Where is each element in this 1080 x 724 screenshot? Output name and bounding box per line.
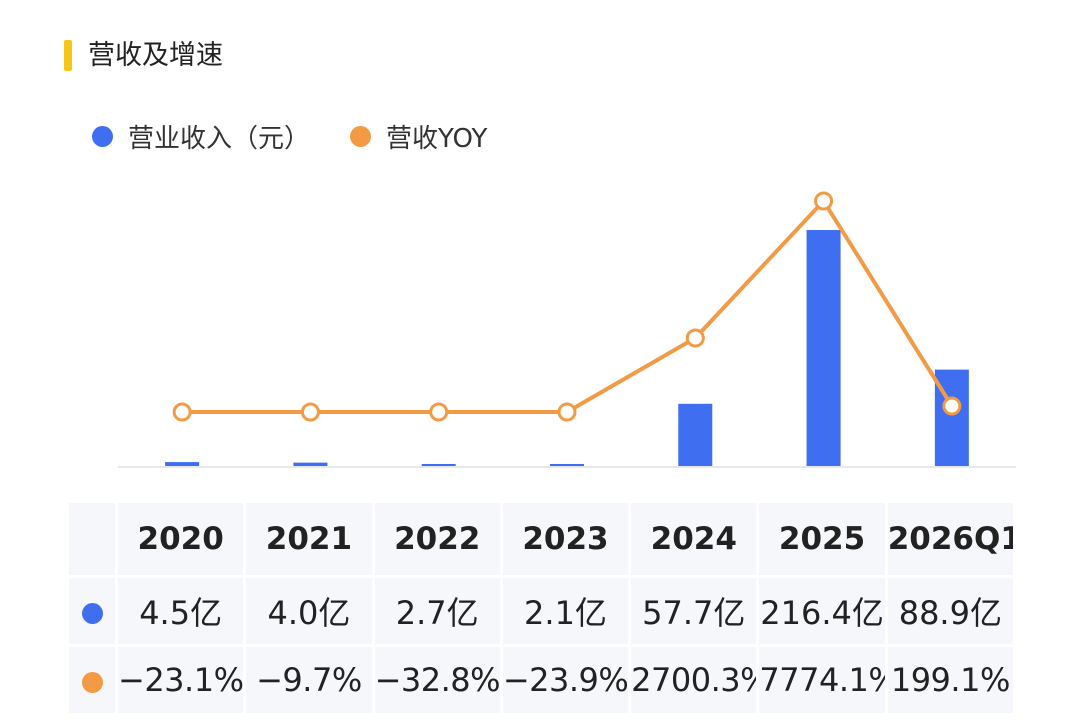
table-cell-revenue: 88.9亿 — [884, 575, 1017, 647]
line-series-yoy — [172, 191, 962, 422]
table-cell-yoy: −32.8% — [371, 644, 503, 716]
table-cell-revenue: 2.7亿 — [371, 575, 503, 647]
table-cell-revenue: 4.5亿 — [114, 575, 247, 647]
legend-item-yoy[interactable]: 营收YOY — [350, 116, 487, 156]
table-cell-yoy: 7774.1% — [756, 644, 888, 716]
bar-series-revenue — [165, 230, 969, 467]
table-row-marker-cell — [66, 575, 118, 647]
table-header-cell: 2023 — [499, 500, 632, 578]
revenue-bar — [806, 230, 841, 467]
legend-label-yoy: 营收YOY — [386, 123, 488, 154]
table-cell-yoy: 199.1% — [884, 644, 1017, 716]
table-cell-revenue: 216.4亿 — [756, 575, 888, 647]
yoy-marker-icon — [81, 671, 103, 693]
yoy-point — [172, 402, 192, 422]
yoy-point — [942, 396, 962, 416]
chart-plot — [118, 191, 1016, 468]
table-header-cell: 2021 — [243, 500, 375, 578]
revenue-bar — [421, 464, 456, 467]
legend-label-revenue: 营业收入（元） — [128, 123, 311, 154]
revenue-bar — [165, 462, 200, 467]
yoy-point — [685, 328, 705, 348]
yoy-point — [300, 402, 320, 422]
table-header-cell: 2020 — [114, 500, 247, 578]
yoy-point — [557, 402, 577, 422]
table-corner-cell — [66, 500, 118, 578]
table-row-yoy: −23.1% −9.7% −32.8% −23.9% 2700.3% 7774.… — [66, 644, 1017, 716]
revenue-bar — [678, 403, 713, 467]
legend-item-revenue[interactable]: 营业收入（元） — [92, 116, 310, 156]
yoy-point — [814, 191, 834, 211]
page-title: 营收及增速 — [88, 40, 223, 71]
legend-marker-yoy — [350, 125, 371, 147]
table-header-cell: 2026Q1 — [884, 500, 1017, 578]
table-header-cell: 2025 — [756, 500, 888, 578]
yoy-point — [429, 402, 449, 422]
table-cell-revenue: 4.0亿 — [243, 575, 375, 647]
title-accent-bar — [64, 40, 72, 71]
table-cell-yoy: −23.1% — [114, 644, 247, 716]
table-cell-revenue: 57.7亿 — [628, 575, 760, 647]
table-row-marker-cell — [66, 644, 118, 716]
table-cell-yoy: −23.9% — [499, 644, 632, 716]
legend-marker-revenue — [92, 125, 113, 147]
table-row-revenue: 4.5亿 4.0亿 2.7亿 2.1亿 57.7亿 216.4亿 88.9亿 — [66, 575, 1017, 647]
data-table: 2020 2021 2022 2023 2024 2025 2026Q1 4.5… — [66, 500, 1017, 716]
revenue-bar — [550, 464, 584, 467]
table-cell-yoy: 2700.3% — [628, 644, 760, 716]
revenue-bar — [293, 462, 328, 467]
table-cell-yoy: −9.7% — [243, 644, 375, 716]
table-header-cell: 2022 — [371, 500, 503, 578]
table-header-row: 2020 2021 2022 2023 2024 2025 2026Q1 — [66, 500, 1017, 578]
table-header-cell: 2024 — [628, 500, 760, 578]
revenue-marker-icon — [81, 602, 103, 624]
table-cell-revenue: 2.1亿 — [499, 575, 632, 647]
